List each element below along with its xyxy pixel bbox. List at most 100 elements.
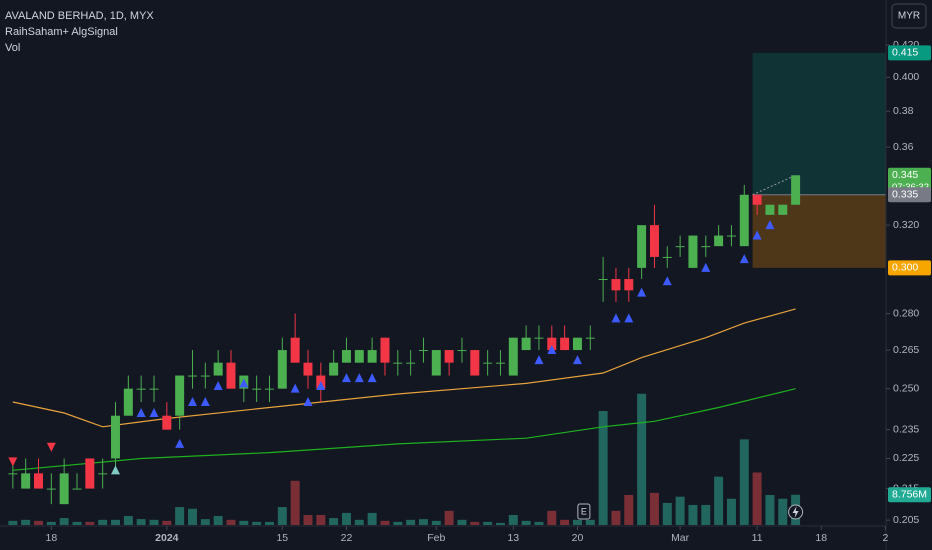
candle-body — [187, 375, 197, 377]
volume-bar — [688, 504, 698, 525]
volume-bar — [508, 514, 518, 525]
price-tag — [888, 260, 931, 276]
signal-marker — [367, 373, 377, 383]
volume-bar — [431, 520, 441, 525]
x-tick-label: 2024 — [155, 532, 179, 544]
volume-bar — [8, 520, 18, 525]
volume-bar — [46, 521, 56, 525]
candle-body — [354, 350, 364, 363]
volume-bar — [662, 502, 672, 525]
signal-marker — [149, 407, 159, 417]
volume-bar — [483, 521, 493, 525]
price-tag-label: 0.415 — [892, 47, 918, 59]
candle-body — [714, 235, 724, 247]
signal-marker — [637, 287, 647, 297]
signal-marker — [175, 438, 185, 448]
volume-bar — [329, 518, 339, 525]
volume-bar — [547, 510, 557, 525]
signal-marker — [624, 313, 634, 323]
candle-body — [675, 246, 685, 248]
candle-body — [791, 175, 801, 205]
price-tag — [888, 187, 931, 203]
volume-bar — [136, 519, 146, 525]
x-tick-label: 13 — [507, 532, 519, 544]
signal-marker — [8, 457, 18, 467]
signal-marker — [701, 262, 711, 272]
volume-bar — [726, 498, 736, 525]
volume-bar — [316, 514, 326, 525]
x-tick-label: Mar — [671, 532, 690, 544]
x-tick-label: 11 — [752, 532, 763, 544]
candle-body — [470, 350, 480, 376]
y-tick-label: 0.250 — [893, 382, 919, 394]
volume-bar — [252, 521, 262, 525]
volume-bar — [406, 519, 416, 525]
y-tick-label: 0.36 — [893, 141, 914, 153]
candle-body — [739, 194, 749, 247]
candle-body — [560, 337, 570, 351]
candle-body — [688, 235, 698, 268]
candle-body — [778, 204, 788, 215]
candle-body — [226, 362, 236, 389]
volume-bar — [444, 510, 454, 525]
currency-label[interactable]: MYR — [898, 11, 920, 22]
candle-body — [649, 225, 659, 257]
volume-bar — [367, 512, 377, 525]
volume-bar — [675, 496, 685, 525]
candle-body — [752, 194, 762, 205]
volume-bar — [341, 512, 351, 525]
signal-marker — [110, 465, 120, 475]
candle-body — [341, 350, 351, 363]
volume-bar — [162, 520, 172, 525]
candle-body — [380, 337, 390, 363]
candle-body — [85, 458, 95, 489]
y-tick-label: 0.320 — [893, 219, 919, 231]
candle-body — [585, 337, 595, 339]
volume-bar — [495, 522, 505, 525]
candle-body — [252, 388, 262, 390]
candle-body — [624, 279, 634, 291]
candle-body — [200, 375, 210, 377]
candle-body — [162, 415, 172, 430]
candle-body — [534, 337, 544, 339]
volume-bar — [457, 519, 467, 525]
volume-bar — [200, 519, 210, 525]
volume-bar — [521, 520, 531, 525]
volume-bar — [277, 507, 287, 525]
volume-bar — [560, 519, 570, 525]
candle-body — [213, 362, 223, 376]
signal-marker — [534, 355, 544, 365]
currency-button[interactable] — [891, 3, 927, 29]
x-tick-label: Feb — [427, 532, 445, 544]
candle-body — [547, 337, 557, 351]
chart-title: AVALAND BERHAD, 1D, MYX — [5, 10, 154, 22]
candle-body — [111, 415, 120, 459]
volume-bar — [585, 519, 595, 525]
volume-bar — [637, 393, 647, 525]
signal-marker — [752, 230, 762, 240]
price-tag-label: 0.335 — [892, 189, 918, 201]
price-tag-label: 0.300 — [892, 262, 918, 274]
volume-bar — [264, 521, 274, 525]
price-tag — [888, 45, 931, 61]
candle-body — [572, 337, 582, 351]
volume-bar — [123, 516, 133, 525]
signal-marker — [547, 345, 557, 355]
candle-body — [701, 246, 711, 248]
volume-bar — [649, 492, 659, 525]
volume-title: Vol — [5, 42, 20, 54]
candle-body — [149, 388, 159, 390]
volume-bar — [85, 521, 95, 525]
signal-marker — [765, 220, 775, 230]
candle-body — [508, 337, 518, 376]
volume-bar — [226, 519, 236, 525]
volume-bar — [624, 494, 634, 525]
volume-bar — [34, 520, 43, 525]
signal-marker — [354, 373, 364, 383]
signal-marker — [739, 254, 749, 264]
volume-bar — [380, 520, 390, 525]
candle-body — [431, 350, 441, 376]
signal-marker — [572, 355, 582, 365]
